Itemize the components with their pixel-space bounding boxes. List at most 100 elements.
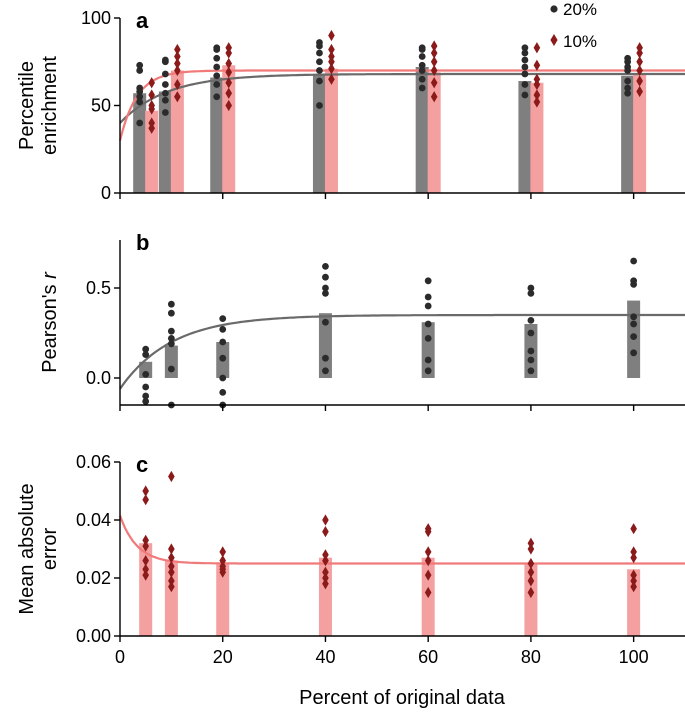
data-point bbox=[322, 284, 329, 292]
bar bbox=[427, 72, 441, 193]
fit-line bbox=[118, 515, 685, 565]
data-point bbox=[630, 552, 637, 564]
data-point bbox=[424, 546, 432, 558]
data-point bbox=[213, 81, 221, 88]
data-point bbox=[225, 66, 233, 78]
bar bbox=[530, 82, 544, 193]
data-point bbox=[168, 566, 175, 578]
y-tick-label: 0.0 bbox=[86, 368, 111, 388]
data-point bbox=[322, 578, 329, 590]
x-tick-label: 0 bbox=[115, 647, 125, 667]
data-point bbox=[533, 42, 541, 54]
data-point bbox=[161, 81, 169, 88]
data-point bbox=[168, 552, 175, 564]
data-point bbox=[630, 581, 637, 593]
data-point bbox=[418, 46, 426, 53]
bar bbox=[210, 77, 224, 193]
y-axis-label: Percentile bbox=[16, 61, 38, 150]
data-point bbox=[418, 53, 426, 60]
data-point bbox=[316, 67, 323, 74]
data-point bbox=[527, 586, 535, 599]
y-axis-label: Mean absolute bbox=[16, 483, 38, 614]
data-point bbox=[219, 354, 227, 362]
data-point bbox=[168, 543, 175, 555]
fit-line bbox=[118, 69, 685, 141]
legend-marker-10 bbox=[550, 34, 558, 46]
bar bbox=[216, 563, 230, 636]
data-point bbox=[225, 99, 233, 112]
data-point bbox=[424, 293, 432, 301]
panel-letter: a bbox=[136, 8, 149, 33]
data-point bbox=[630, 257, 638, 265]
data-point bbox=[213, 46, 221, 53]
fit-line bbox=[119, 313, 685, 390]
data-point bbox=[424, 367, 432, 375]
bar bbox=[133, 93, 147, 193]
data-point bbox=[328, 63, 335, 75]
data-point bbox=[142, 494, 149, 506]
data-point bbox=[142, 569, 149, 581]
bar bbox=[324, 68, 338, 193]
data-point bbox=[322, 555, 329, 567]
data-point bbox=[424, 302, 432, 310]
data-point bbox=[418, 84, 426, 92]
bar bbox=[170, 70, 184, 193]
data-point bbox=[424, 335, 432, 342]
data-point bbox=[316, 77, 323, 85]
data-point bbox=[527, 537, 535, 549]
y-tick-label: 0.5 bbox=[86, 278, 111, 298]
data-point bbox=[424, 586, 432, 599]
data-point bbox=[167, 340, 175, 348]
data-point bbox=[630, 281, 638, 288]
data-point bbox=[219, 546, 227, 558]
data-point bbox=[527, 329, 535, 337]
bar bbox=[318, 557, 332, 636]
data-point bbox=[142, 398, 150, 405]
data-point bbox=[322, 572, 329, 584]
bar bbox=[621, 75, 635, 193]
data-point bbox=[630, 523, 637, 535]
bar bbox=[139, 543, 153, 636]
data-point bbox=[521, 81, 529, 88]
data-point bbox=[424, 277, 432, 285]
data-point bbox=[225, 77, 233, 89]
data-point bbox=[322, 549, 329, 561]
data-point bbox=[418, 61, 426, 69]
data-point bbox=[168, 575, 175, 587]
data-point bbox=[322, 263, 329, 270]
x-axis-label: Percent of original data bbox=[299, 687, 506, 709]
data-point bbox=[213, 63, 221, 71]
bar bbox=[145, 110, 159, 193]
y-axis-label-text: Pearson's bbox=[39, 279, 61, 373]
data-point bbox=[424, 356, 432, 364]
y-tick-label: 0.00 bbox=[76, 626, 111, 646]
data-point bbox=[168, 560, 175, 572]
y-axis-label-variable: r bbox=[39, 271, 61, 279]
panel-b: 0.0 0.5 b Pearson's r bbox=[39, 230, 685, 411]
data-point bbox=[624, 89, 632, 97]
x-tick-label: 40 bbox=[315, 647, 335, 667]
x-tick-label: 60 bbox=[418, 647, 438, 667]
data-point bbox=[219, 555, 227, 567]
data-point bbox=[521, 63, 529, 71]
data-point bbox=[174, 91, 181, 103]
data-point bbox=[136, 61, 144, 69]
data-point bbox=[136, 88, 144, 95]
data-point bbox=[521, 44, 529, 52]
bar bbox=[158, 91, 172, 193]
bar bbox=[312, 74, 326, 193]
bar bbox=[421, 322, 435, 378]
data-point bbox=[636, 56, 643, 68]
y-tick-label: 50 bbox=[91, 96, 111, 116]
data-point bbox=[142, 392, 150, 400]
data-point bbox=[533, 96, 541, 108]
data-point bbox=[174, 64, 181, 77]
data-point bbox=[161, 89, 169, 97]
y-tick-label: 0.06 bbox=[76, 452, 111, 472]
legend: 20% 10% bbox=[550, 0, 597, 51]
data-point bbox=[168, 581, 175, 593]
data-point bbox=[322, 526, 329, 538]
data-point bbox=[213, 93, 221, 101]
bar bbox=[318, 313, 332, 378]
data-point bbox=[322, 367, 329, 375]
